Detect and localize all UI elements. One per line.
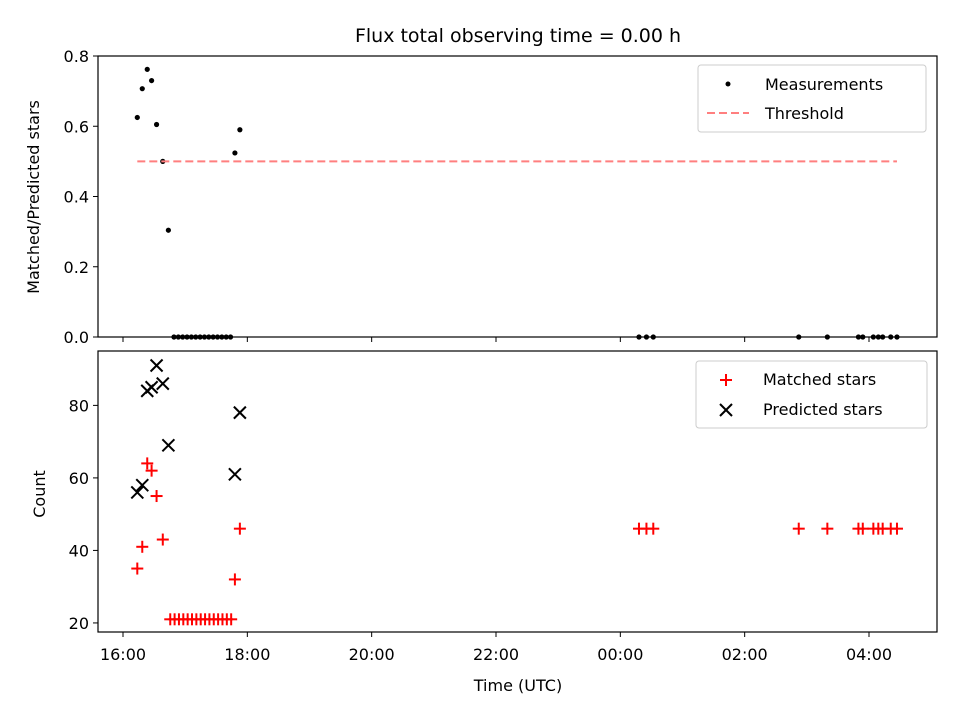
matched-stars-point [136,540,149,553]
top-chart-title: Flux total observing time = 0.00 h [355,25,681,47]
bottom-y-axis-label: Count [30,470,49,518]
top-y-tick-label: 0.6 [64,117,89,136]
measurements-point [139,86,145,92]
bottom-y-tick-label: 60 [69,469,89,488]
legend-matched-label: Matched stars [763,370,876,389]
legend-matched-marker [720,374,732,386]
measurements-point [165,227,171,233]
top-panel: 0.00.20.40.60.8 Matched/Predicted stars … [24,47,938,347]
matched-stars-point [145,464,158,477]
predicted-stars-point [130,485,145,500]
top-y-ticks: 0.0 0.2 0.4 0.6 0.8 [64,47,98,347]
x-tick-label: 20:00 [349,645,395,664]
top-y-axis-label: Matched/Predicted stars [24,100,43,294]
matched-stars-point [225,613,238,626]
top-plot-area [134,66,900,340]
bottom-panel: 20 40 60 80 16:00 18:00 20:00 22:00 00:00 02:00 0… [30,350,938,695]
measurements-point [237,127,243,133]
legend-predicted-label: Predicted stars [763,400,883,419]
top-y-tick-label: 0.8 [64,47,89,66]
matched-stars-point [228,573,241,586]
predicted-stars-point [149,358,164,373]
predicted-stars-point [228,467,242,481]
bottom-x-ticks: 16:00 18:00 20:00 22:00 00:00 02:00 04:00 [100,632,892,664]
top-y-tick-label: 0.2 [64,258,89,277]
legend-measurements-marker [725,81,731,87]
matched-stars-point [647,522,660,535]
bottom-legend: Matched stars Predicted stars [695,360,928,429]
predicted-stars-point [144,380,159,394]
bottom-plot-area [130,358,903,626]
predicted-stars-point [161,438,176,452]
matched-stars-point [821,522,834,535]
measurements-point [144,66,150,72]
top-x-ticks [122,337,870,342]
matched-stars-point [156,533,169,546]
matched-stars-point [150,490,163,503]
matched-stars-point [141,457,154,470]
bottom-y-tick-label: 40 [69,541,89,560]
bottom-x-axis-label: Time (UTC) [473,676,562,695]
legend-threshold-label: Threshold [764,104,844,123]
predicted-stars-point [233,405,247,420]
top-y-tick-label: 0.0 [64,328,89,347]
legend-predicted-marker [719,403,733,417]
matched-stars-point [890,522,903,535]
measurements-point [153,121,160,128]
measurements-point [134,114,140,121]
bottom-legend-box [695,360,928,429]
measurements-point [232,150,238,156]
predicted-stars-point [156,376,170,391]
matched-stars-point [792,522,805,535]
bottom-axes-frame [97,350,938,633]
predicted-stars-point [135,478,149,492]
bottom-y-tick-label: 80 [69,396,89,415]
x-tick-label: 04:00 [846,645,892,664]
top-legend: Measurements Threshold [697,64,927,133]
measurements-point [148,77,155,84]
top-legend-box [697,64,927,133]
matched-stars-point [856,522,869,535]
bottom-y-tick-label: 20 [69,614,89,633]
x-tick-label: 22:00 [473,645,519,664]
legend-measurements-label: Measurements [765,75,883,94]
matched-stars-point [233,522,246,535]
matched-stars-point [131,562,144,575]
x-tick-label: 16:00 [100,645,146,664]
bottom-y-ticks: 20 40 60 80 [69,396,98,633]
x-tick-label: 02:00 [722,645,768,664]
x-tick-label: 00:00 [597,645,643,664]
top-y-tick-label: 0.4 [64,188,89,207]
x-tick-label: 18:00 [224,645,270,664]
